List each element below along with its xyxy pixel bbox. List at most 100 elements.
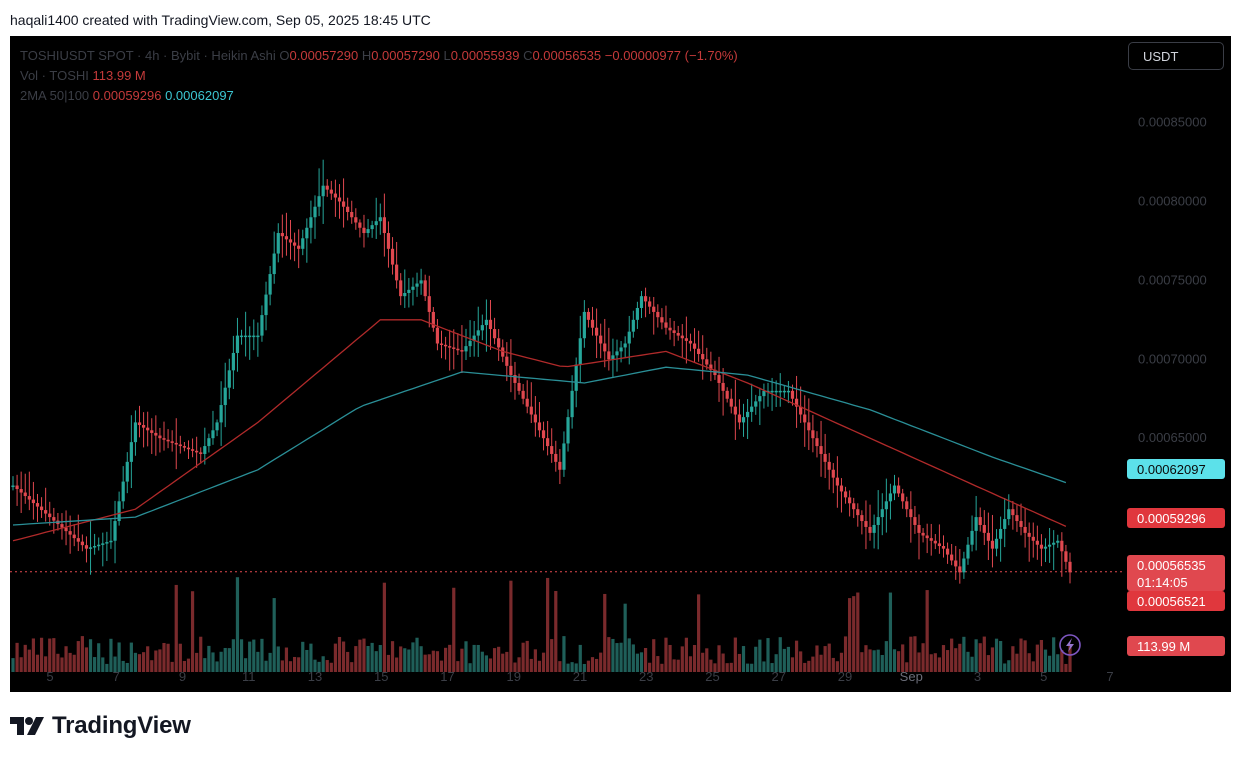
candle-body[interactable] bbox=[190, 449, 195, 451]
candle-body[interactable] bbox=[1052, 542, 1056, 545]
candle-body[interactable] bbox=[525, 398, 529, 407]
candle-body[interactable] bbox=[374, 221, 378, 226]
candle-body[interactable] bbox=[1060, 540, 1064, 552]
candle-body[interactable] bbox=[215, 422, 219, 431]
candle-body[interactable] bbox=[517, 382, 521, 391]
candle-body[interactable] bbox=[1027, 532, 1031, 537]
candle-body[interactable] bbox=[941, 546, 946, 549]
candle-body[interactable] bbox=[627, 331, 631, 344]
candle-body[interactable] bbox=[692, 343, 697, 349]
candle-body[interactable] bbox=[1023, 526, 1027, 533]
candle-body[interactable] bbox=[962, 558, 966, 573]
legend-ma-label[interactable]: 2MA 50|100 bbox=[20, 88, 90, 103]
candle-body[interactable] bbox=[623, 343, 627, 348]
candle-body[interactable] bbox=[19, 489, 23, 493]
candle-body[interactable] bbox=[305, 227, 309, 239]
candle-body[interactable] bbox=[578, 338, 582, 365]
candle-body[interactable] bbox=[370, 225, 374, 230]
candle-body[interactable] bbox=[52, 517, 56, 521]
candle-body[interactable] bbox=[44, 510, 48, 514]
candle-body[interactable] bbox=[929, 538, 933, 541]
candle-body[interactable] bbox=[1056, 540, 1060, 543]
candle-body[interactable] bbox=[321, 185, 325, 197]
candle-body[interactable] bbox=[264, 294, 268, 316]
candle-body[interactable] bbox=[823, 453, 827, 462]
candle-body[interactable] bbox=[745, 411, 750, 418]
candle-body[interactable] bbox=[195, 450, 199, 453]
candle-body[interactable] bbox=[154, 432, 158, 436]
candle-body[interactable] bbox=[1068, 561, 1072, 573]
legend-volume-label[interactable]: Vol · TOSHI bbox=[20, 68, 89, 83]
candle-body[interactable] bbox=[484, 319, 489, 326]
candle-body[interactable] bbox=[921, 532, 925, 536]
candle-body[interactable] bbox=[150, 430, 154, 433]
candle-body[interactable] bbox=[260, 315, 264, 336]
candle-body[interactable] bbox=[594, 327, 599, 336]
candle-body[interactable] bbox=[399, 280, 403, 297]
candle-body[interactable] bbox=[590, 319, 595, 328]
candle-body[interactable] bbox=[1043, 546, 1048, 549]
candle-body[interactable] bbox=[105, 542, 109, 544]
candle-body[interactable] bbox=[901, 493, 905, 502]
candle-body[interactable] bbox=[333, 193, 338, 198]
candle-body[interactable] bbox=[109, 540, 113, 543]
candle-body[interactable] bbox=[843, 491, 848, 498]
candle-body[interactable] bbox=[631, 319, 635, 332]
candle-body[interactable] bbox=[35, 503, 40, 507]
candle-body[interactable] bbox=[101, 543, 105, 545]
candle-body[interactable] bbox=[1039, 544, 1044, 549]
candle-body[interactable] bbox=[778, 390, 782, 393]
candle-body[interactable] bbox=[158, 435, 162, 439]
legend-symbol[interactable]: TOSHIUSDT SPOT · 4h · Bybit · Heikin Ash… bbox=[20, 48, 276, 63]
candle-body[interactable] bbox=[566, 417, 570, 444]
candle-body[interactable] bbox=[456, 348, 460, 351]
candle-body[interactable] bbox=[925, 535, 929, 539]
candle-body[interactable] bbox=[888, 493, 893, 502]
candle-body[interactable] bbox=[1047, 544, 1052, 547]
candle-body[interactable] bbox=[839, 485, 844, 492]
candle-body[interactable] bbox=[1019, 521, 1023, 527]
candle-body[interactable] bbox=[88, 547, 93, 549]
candle-body[interactable] bbox=[1064, 551, 1068, 562]
candle-body[interactable] bbox=[64, 527, 68, 532]
candle-body[interactable] bbox=[76, 538, 80, 542]
candle-body[interactable] bbox=[1035, 540, 1039, 545]
candle-body[interactable] bbox=[725, 390, 729, 399]
lightning-icon[interactable] bbox=[1059, 634, 1081, 656]
candle-body[interactable] bbox=[301, 238, 305, 249]
candle-body[interactable] bbox=[256, 335, 260, 338]
candle-body[interactable] bbox=[284, 236, 289, 240]
candle-body[interactable] bbox=[652, 306, 656, 312]
candle-body[interactable] bbox=[68, 531, 72, 535]
candle-body[interactable] bbox=[999, 528, 1003, 539]
candle-body[interactable] bbox=[917, 524, 921, 533]
candle-body[interactable] bbox=[831, 469, 835, 478]
candle-body[interactable] bbox=[554, 453, 558, 462]
candle-body[interactable] bbox=[280, 233, 284, 237]
candle-body[interactable] bbox=[472, 335, 476, 341]
candle-body[interactable] bbox=[615, 351, 619, 356]
candle-body[interactable] bbox=[721, 382, 725, 391]
candle-body[interactable] bbox=[354, 217, 358, 223]
candle-body[interactable] bbox=[860, 515, 864, 522]
candle-body[interactable] bbox=[958, 566, 962, 573]
candle-body[interactable] bbox=[166, 439, 170, 442]
candle-body[interactable] bbox=[750, 406, 754, 412]
candle-body[interactable] bbox=[239, 335, 244, 338]
candle-body[interactable] bbox=[884, 501, 888, 510]
candle-body[interactable] bbox=[521, 390, 525, 399]
candle-body[interactable] bbox=[48, 513, 52, 518]
candle-body[interactable] bbox=[464, 346, 468, 352]
candle-body[interactable] bbox=[480, 325, 484, 331]
candle-body[interactable] bbox=[248, 335, 252, 338]
candle-body[interactable] bbox=[786, 390, 791, 393]
candle-body[interactable] bbox=[452, 347, 456, 349]
candle-body[interactable] bbox=[811, 430, 815, 439]
candle-body[interactable] bbox=[599, 335, 603, 344]
candle-body[interactable] bbox=[186, 447, 191, 450]
candle-body[interactable] bbox=[546, 438, 550, 447]
candle-body[interactable] bbox=[541, 430, 546, 439]
candle-body[interactable] bbox=[292, 242, 297, 246]
candle-body[interactable] bbox=[1031, 536, 1035, 541]
candle-body[interactable] bbox=[1011, 509, 1015, 516]
